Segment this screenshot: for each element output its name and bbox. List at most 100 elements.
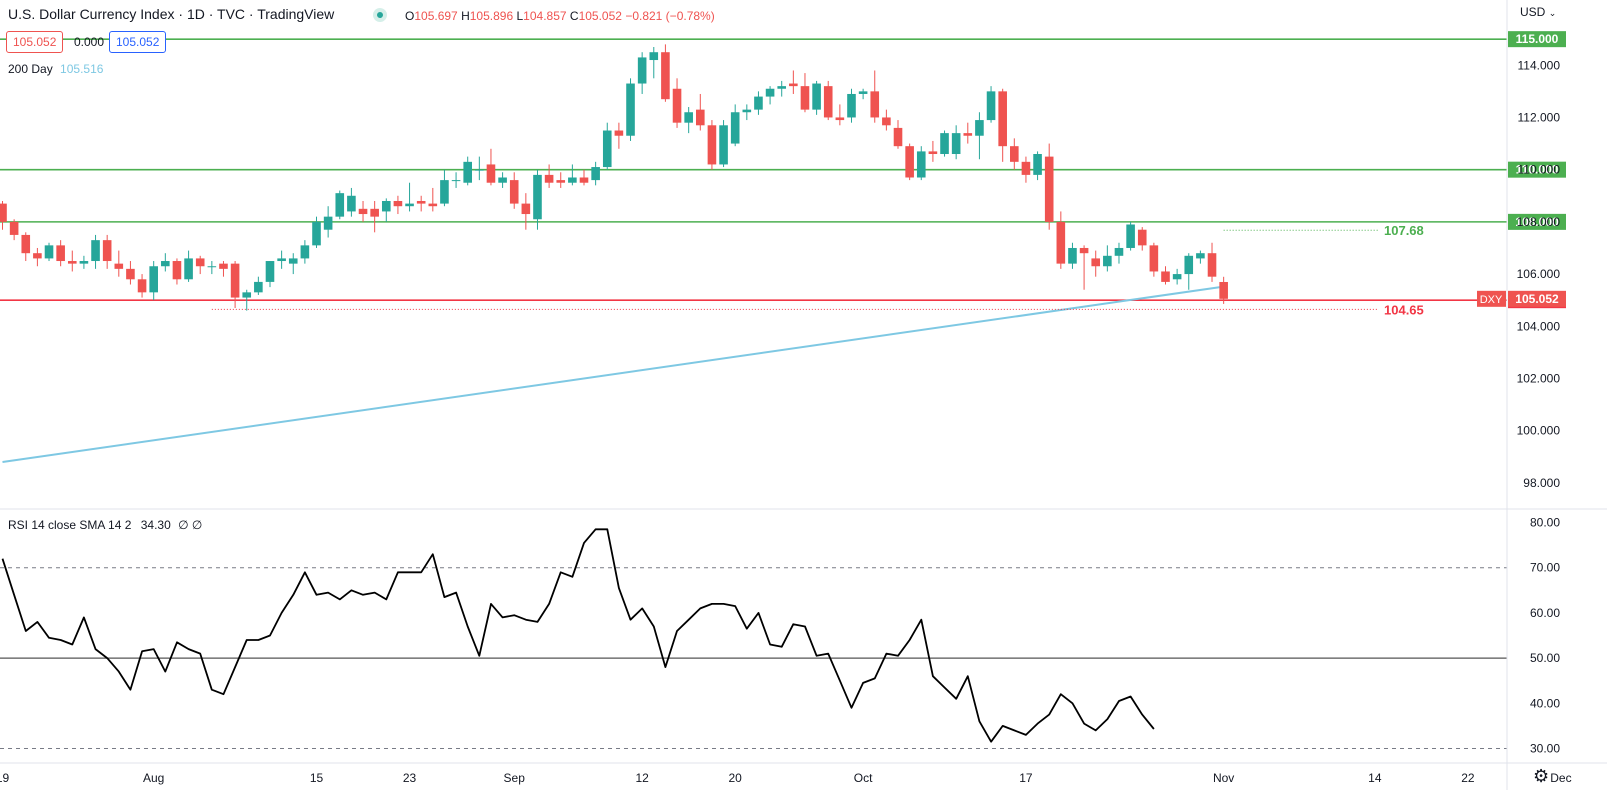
sell-price-box[interactable]: 105.052	[6, 31, 64, 53]
candle-body	[405, 203, 414, 207]
candle-body	[812, 83, 821, 110]
candle	[602, 122, 612, 170]
candle-body	[754, 96, 763, 110]
candle	[114, 250, 124, 277]
candle-body	[626, 83, 635, 136]
candle	[288, 253, 298, 275]
settings-gear-icon[interactable]: ⚙	[1533, 766, 1550, 786]
currency-selector[interactable]: USD ⌄	[1520, 5, 1556, 19]
rsi-tick-label: 60.00	[1530, 606, 1560, 620]
candle	[661, 44, 670, 102]
candle	[556, 172, 566, 188]
candle	[79, 255, 89, 269]
candle-body	[975, 120, 984, 136]
candle	[428, 187, 438, 212]
candle	[67, 250, 77, 272]
candle	[254, 276, 263, 295]
candle-body	[742, 109, 752, 113]
candle-body	[730, 112, 740, 144]
candle-body	[1079, 247, 1089, 254]
ohlc-readout: O105.697 H105.896 L104.857 C105.052 −0.8…	[405, 9, 715, 23]
annotations-layer: 107.68 104.65	[211, 223, 1424, 317]
candle-body	[858, 91, 868, 94]
time-tick-label: Aug	[143, 771, 164, 785]
candle-body	[928, 151, 938, 155]
candle	[161, 253, 170, 272]
candle-body	[893, 127, 903, 147]
candle	[916, 146, 926, 181]
candle-body	[416, 200, 426, 204]
candle-body	[137, 279, 147, 293]
candle-body	[614, 130, 624, 136]
candle-body	[67, 261, 77, 264]
candle-body	[161, 261, 170, 267]
candle-body	[242, 292, 252, 298]
candle-body	[696, 109, 705, 126]
candle	[451, 172, 461, 188]
candle	[707, 120, 717, 170]
candle	[928, 140, 938, 162]
candle-body	[451, 180, 461, 182]
candle-body	[905, 146, 914, 178]
rsi-tick-label: 70.00	[1530, 561, 1560, 575]
time-tick-label: 23	[403, 771, 417, 785]
candle	[800, 73, 810, 113]
candle	[1126, 221, 1135, 251]
time-tick-label: 14	[1368, 771, 1382, 785]
candle-body	[486, 164, 496, 183]
candle	[1103, 245, 1112, 272]
candle-body	[1091, 258, 1101, 267]
rsi-legend[interactable]: RSI 14 close SMA 14 2 34.30 ∅ ∅	[8, 518, 202, 532]
candle	[614, 122, 624, 149]
candle-body	[1033, 154, 1042, 175]
candle-body	[940, 133, 949, 155]
candle-body	[544, 174, 554, 183]
candle-body	[102, 240, 112, 262]
candle	[893, 120, 903, 149]
candle	[137, 274, 147, 298]
candle-body	[707, 125, 717, 165]
candle	[509, 172, 519, 209]
candle	[1033, 151, 1042, 181]
candle	[277, 250, 286, 269]
currency-label: USD	[1520, 5, 1546, 19]
candle	[742, 104, 752, 121]
candle	[951, 125, 961, 160]
candle-body	[358, 208, 368, 215]
candle-body	[1021, 161, 1031, 175]
candle	[0, 200, 7, 230]
candle	[940, 130, 949, 157]
candle	[56, 240, 65, 267]
candle	[323, 206, 333, 238]
candle-body	[1172, 274, 1182, 280]
candle-body	[1219, 281, 1228, 299]
buy-price-box[interactable]: 105.052	[109, 31, 167, 53]
chart-title: U.S. Dollar Currency Index · 1D · TVC · …	[8, 6, 335, 22]
candle-body	[1196, 253, 1205, 259]
candle	[754, 91, 763, 115]
candle-body	[463, 161, 472, 183]
price-tick-label: 114.000	[1518, 58, 1561, 72]
candle	[1091, 250, 1101, 277]
candle	[789, 70, 798, 94]
candle	[9, 219, 19, 241]
candle	[765, 86, 775, 105]
price-tick-label: 104.000	[1517, 319, 1561, 333]
candle	[195, 255, 205, 275]
candle	[1196, 250, 1205, 264]
candle-body	[195, 258, 205, 267]
candle	[219, 261, 228, 277]
candle	[1219, 276, 1228, 304]
price-tick-label: 102.000	[1517, 371, 1561, 385]
candle-body	[963, 133, 973, 136]
candle-body	[1044, 156, 1054, 222]
candle	[1207, 242, 1217, 282]
candle	[719, 120, 728, 168]
time-tick-label: 12	[635, 771, 649, 785]
ma-legend[interactable]: 200 Day 105.516	[8, 62, 103, 76]
candles-layer	[0, 44, 1228, 311]
time-tick-label: Nov	[1213, 771, 1234, 785]
candle	[847, 88, 856, 123]
candle-body	[998, 91, 1007, 147]
